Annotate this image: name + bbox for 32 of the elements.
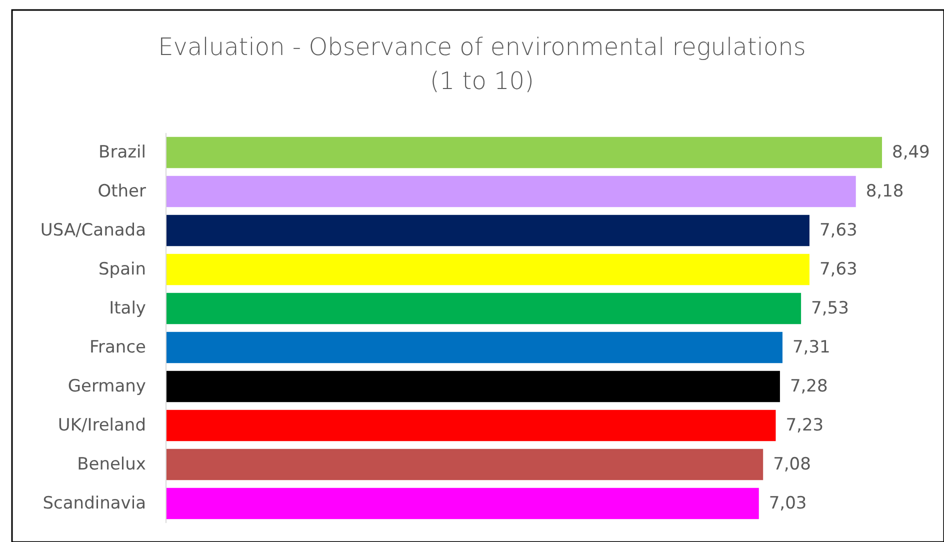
- y-tick-label: Spain: [98, 260, 146, 280]
- data-label: 7,28: [790, 376, 828, 396]
- chart-subtitle: (1 to 10): [430, 67, 534, 95]
- data-label: 7,63: [819, 260, 858, 280]
- bar: [166, 370, 780, 402]
- bar: [166, 332, 782, 364]
- y-tick-label: Germany: [68, 376, 146, 396]
- data-label: 8,18: [866, 182, 904, 202]
- y-tick-label: Other: [98, 182, 146, 202]
- data-label: 7,23: [786, 416, 824, 436]
- bar: [166, 488, 759, 520]
- y-tick-label: UK/Ireland: [58, 416, 146, 436]
- data-label: 8,49: [892, 142, 930, 162]
- bar: [166, 410, 776, 442]
- data-label: 7,08: [773, 454, 811, 474]
- data-label: 7,53: [811, 298, 849, 318]
- y-tick-label: France: [89, 338, 146, 358]
- bar: [166, 214, 810, 246]
- bar: [166, 448, 764, 480]
- y-tick-label: Benelux: [77, 454, 146, 474]
- bar: [166, 254, 810, 286]
- data-label: 7,63: [819, 220, 858, 240]
- y-tick-label: Italy: [109, 298, 146, 318]
- y-tick-label: Scandinavia: [42, 494, 146, 514]
- bar: [166, 136, 882, 168]
- bar: [166, 292, 802, 324]
- y-tick-label: USA/Canada: [40, 220, 146, 240]
- y-tick-label: Brazil: [98, 142, 146, 162]
- data-label: 7,31: [792, 338, 830, 358]
- bar: [166, 176, 856, 208]
- data-label: 7,03: [768, 494, 807, 514]
- chart-title: Evaluation - Observance of environmental regulations: [158, 33, 806, 61]
